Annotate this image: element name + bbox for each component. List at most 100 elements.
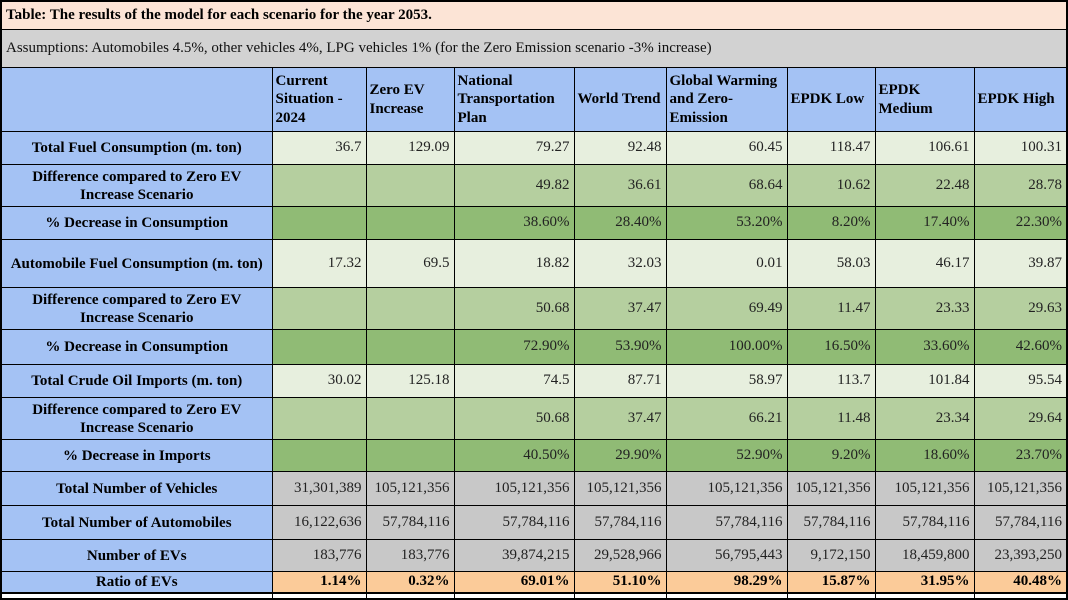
cut-off-row <box>0 592 1068 600</box>
data-cell: 36.61 <box>573 164 667 207</box>
data-cell: 11.48 <box>786 397 876 440</box>
data-cell: 28.78 <box>973 164 1068 207</box>
assumptions-text: Assumptions: Automobiles 4.5%, other veh… <box>0 29 1068 68</box>
table-row: Difference compared to Zero EV Increase … <box>0 164 1068 207</box>
data-cell: 36.7 <box>271 131 367 165</box>
data-cell: 57,784,116 <box>573 505 667 540</box>
column-header-global-warming-zero-emission: Global Warming and Zero-Emission <box>665 67 788 132</box>
row-label: Number of EVs <box>0 539 273 572</box>
data-cell <box>365 164 455 207</box>
data-cell: 74.5 <box>453 364 575 398</box>
data-cell <box>365 397 455 440</box>
row-label: Difference compared to Zero EV Increase … <box>0 287 273 330</box>
data-cell: 57,784,116 <box>786 505 876 540</box>
row-label: Difference compared to Zero EV Increase … <box>0 397 273 440</box>
column-header-world-trend: World Trend <box>573 67 667 132</box>
data-cell: 16.50% <box>786 329 876 365</box>
table-row: Difference compared to Zero EV Increase … <box>0 397 1068 440</box>
data-cell <box>365 206 455 240</box>
data-cell: 53.90% <box>573 329 667 365</box>
data-cell: 53.20% <box>665 206 788 240</box>
data-cell: 23.33 <box>874 287 975 330</box>
row-label: % Decrease in Consumption <box>0 206 273 240</box>
table-caption-row: Table: The results of the model for each… <box>0 0 1068 30</box>
data-cell: 79.27 <box>453 131 575 165</box>
data-cell: 0.32% <box>365 571 455 594</box>
table-row: Total Number of Vehicles 31,301,389 105,12… <box>0 471 1068 506</box>
data-cell: 52.90% <box>665 439 788 472</box>
row-label: % Decrease in Consumption <box>0 329 273 365</box>
data-cell: 56,795,443 <box>665 539 788 572</box>
data-cell: 29.64 <box>973 397 1068 440</box>
data-cell: 101.84 <box>874 364 975 398</box>
data-cell: 16,122,636 <box>271 505 367 540</box>
data-cell <box>271 206 367 240</box>
row-label: Total Number of Automobiles <box>0 505 273 540</box>
table-row: Number of EVs 183,776 183,776 39,874,215 29,… <box>0 539 1068 572</box>
data-cell: 118.47 <box>786 131 876 165</box>
column-header-epdk-low: EPDK Low <box>786 67 876 132</box>
row-label: Total Crude Oil Imports (m. ton) <box>0 364 273 398</box>
row-label: Automobile Fuel Consumption (m. ton) <box>0 239 273 288</box>
data-cell: 66.21 <box>665 397 788 440</box>
data-cell: 87.71 <box>573 364 667 398</box>
data-cell: 113.7 <box>786 364 876 398</box>
data-cell: 105,121,356 <box>453 471 575 506</box>
data-cell: 58.97 <box>665 364 788 398</box>
column-header-national-transportation-plan: National Transportation Plan <box>453 67 575 132</box>
data-cell: 22.48 <box>874 164 975 207</box>
column-header-current-situation: Current Situation - 2024 <box>271 67 367 132</box>
data-cell: 17.32 <box>271 239 367 288</box>
data-cell <box>365 287 455 330</box>
data-cell: 57,784,116 <box>453 505 575 540</box>
data-cell: 23.34 <box>874 397 975 440</box>
data-cell: 125.18 <box>365 364 455 398</box>
data-cell: 60.45 <box>665 131 788 165</box>
data-cell <box>365 439 455 472</box>
data-cell: 39,874,215 <box>453 539 575 572</box>
data-cell: 31.95% <box>874 571 975 594</box>
data-cell: 29,528,966 <box>573 539 667 572</box>
data-cell: 23.70% <box>973 439 1068 472</box>
data-cell: 18.60% <box>874 439 975 472</box>
data-cell: 37.47 <box>573 287 667 330</box>
data-cell: 50.68 <box>453 287 575 330</box>
data-cell: 105,121,356 <box>874 471 975 506</box>
data-cell: 40.48% <box>973 571 1068 594</box>
data-cell: 100.31 <box>973 131 1068 165</box>
data-cell: 18.82 <box>453 239 575 288</box>
table-row: Total Crude Oil Imports (m. ton) 30.02 125… <box>0 364 1068 398</box>
data-cell: 105,121,356 <box>973 471 1068 506</box>
data-cell: 22.30% <box>973 206 1068 240</box>
data-cell <box>271 287 367 330</box>
data-cell: 58.03 <box>786 239 876 288</box>
data-cell: 92.48 <box>573 131 667 165</box>
row-label: Ratio of EVs <box>0 571 273 594</box>
column-header-epdk-high: EPDK High <box>973 67 1068 132</box>
table-row: Automobile Fuel Consumption (m. ton) 17.3… <box>0 239 1068 288</box>
data-cell: 29.63 <box>973 287 1068 330</box>
data-cell: 69.01% <box>453 571 575 594</box>
data-cell: 15.87% <box>786 571 876 594</box>
data-cell: 105,121,356 <box>786 471 876 506</box>
data-cell: 18,459,800 <box>874 539 975 572</box>
table-row: Difference compared to Zero EV Increase … <box>0 287 1068 330</box>
data-cell: 1.14% <box>271 571 367 594</box>
data-cell: 38.60% <box>453 206 575 240</box>
table-body: Total Fuel Consumption (m. ton) 36.7 129.0… <box>0 131 1068 594</box>
data-cell: 129.09 <box>365 131 455 165</box>
row-label: % Decrease in Imports <box>0 439 273 472</box>
data-cell <box>271 329 367 365</box>
data-cell: 50.68 <box>453 397 575 440</box>
data-cell: 31,301,389 <box>271 471 367 506</box>
data-cell: 37.47 <box>573 397 667 440</box>
data-cell: 17.40% <box>874 206 975 240</box>
data-cell: 95.54 <box>973 364 1068 398</box>
data-cell: 9,172,150 <box>786 539 876 572</box>
data-cell: 106.61 <box>874 131 975 165</box>
column-header-zero-ev-increase: Zero EV Increase <box>365 67 455 132</box>
table-title: Table: The results of the model for each… <box>0 0 1068 30</box>
column-header-epdk-medium: EPDK Medium <box>874 67 975 132</box>
data-cell: 32.03 <box>573 239 667 288</box>
